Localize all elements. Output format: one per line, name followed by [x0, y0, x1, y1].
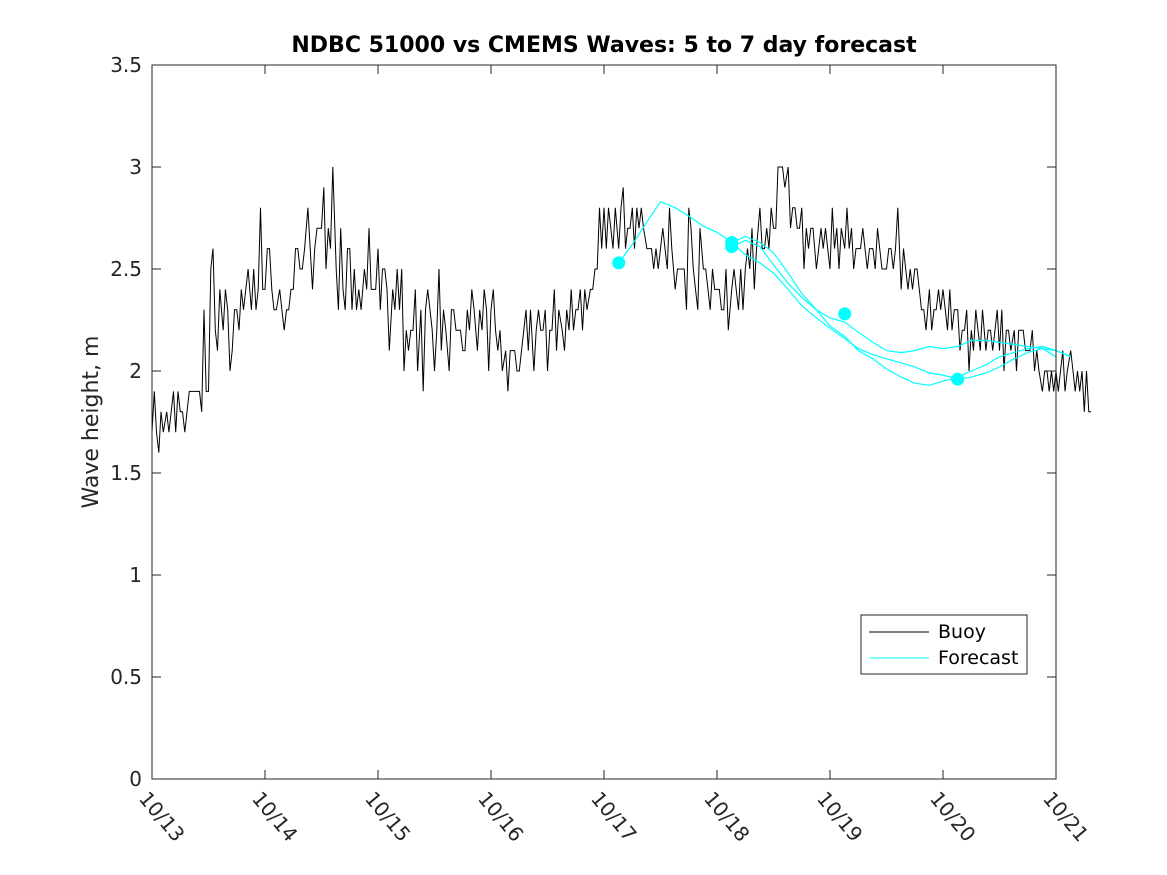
x-tick-label: 10/18	[699, 787, 754, 847]
y-tick-label: 3.5	[110, 53, 142, 77]
y-tick-label: 2	[129, 359, 142, 383]
forecast-marker	[725, 240, 739, 254]
forecast-series-line	[731, 239, 1057, 358]
legend: Buoy Forecast	[860, 614, 1028, 675]
y-tick-label: 1	[129, 563, 142, 587]
y-tick-label: 0	[129, 767, 142, 791]
x-tick-label: 10/20	[925, 787, 980, 847]
chart-title: NDBC 51000 vs CMEMS Waves: 5 to 7 day fo…	[291, 33, 917, 58]
legend-label-buoy: Buoy	[938, 621, 986, 643]
x-tick-label: 10/19	[812, 787, 867, 847]
y-tick-label: 1.5	[110, 461, 142, 485]
legend-box	[860, 614, 1028, 675]
forecast-marker	[951, 372, 965, 386]
x-tick-label: 10/15	[360, 787, 415, 847]
y-axis-ticks: 0 0.5 1 1.5 2 2.5 3 3.5	[110, 53, 1056, 791]
plot-lines	[151, 166, 1091, 453]
y-tick-label: 2.5	[110, 257, 142, 281]
y-tick-label: 0.5	[110, 665, 142, 689]
forecast-series-line	[731, 235, 1071, 386]
y-axis-label: Wave height, m	[79, 336, 104, 509]
forecast-marker	[838, 307, 852, 321]
x-tick-label: 10/17	[586, 787, 641, 847]
forecast-marker	[612, 256, 626, 270]
legend-label-forecast: Forecast	[938, 647, 1018, 669]
y-tick-label: 3	[129, 155, 142, 179]
x-tick-label: 10/14	[247, 787, 302, 847]
buoy-series-line	[151, 166, 1091, 453]
x-tick-label: 10/21	[1038, 787, 1093, 847]
x-tick-label: 10/16	[473, 787, 528, 847]
forecast-series-line	[618, 200, 1071, 380]
x-tick-label: 10/13	[134, 787, 189, 847]
